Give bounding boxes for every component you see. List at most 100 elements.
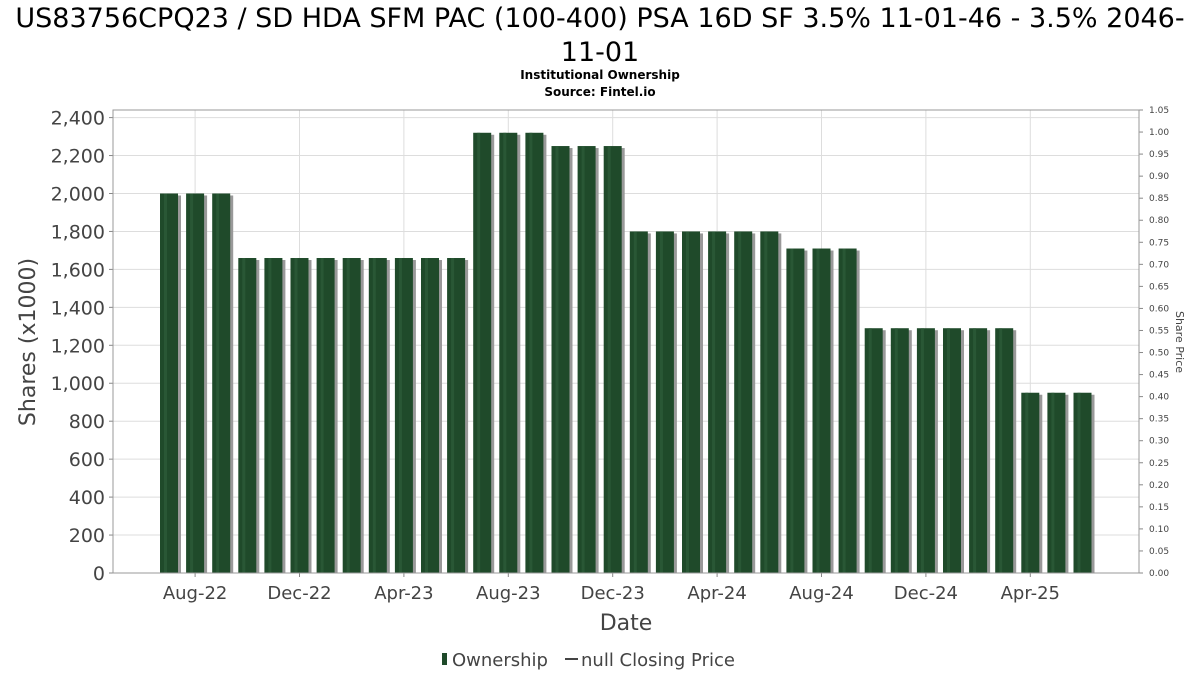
y2-tick-label: 0.90 [1149,172,1169,182]
bar-Nov-22 [264,258,283,573]
bar-Jun-25 [1073,392,1092,573]
legend-ownership-label: Ownership [452,650,548,671]
bar-highlight [294,258,298,573]
y2-tick-label: 0.60 [1149,304,1169,314]
bar-Jul-22 [160,193,178,573]
y-tick-label: 1,000 [51,373,105,395]
y2-tick-label: 0.00 [1149,569,1169,579]
bar-highlight [346,258,350,573]
y2-tick-label: 0.45 [1149,371,1169,381]
legend-price-label: null Closing Price [581,650,735,671]
y-axis-label: Shares (x1000) [16,258,41,426]
bar-highlight [738,231,742,573]
bar-Mar-25 [995,328,1014,573]
bar-highlight [268,258,272,573]
y-tick-label: 0 [93,563,105,585]
bar-highlight [320,258,324,573]
x-tick-label: Dec-22 [267,583,331,604]
bar-highlight [216,193,220,573]
bar-Feb-23 [342,258,361,573]
bar-Nov-23 [577,146,596,573]
bar-highlight [790,248,794,573]
bar-highlight [503,132,507,573]
legend-ownership-swatch [442,653,447,665]
bar-May-24 [734,231,753,573]
y2-tick-label: 0.20 [1149,481,1169,491]
bar-highlight [242,258,246,573]
y2-tick-label: 0.75 [1149,238,1169,248]
y-tick-label: 1,600 [51,259,105,281]
y2-tick-label: 0.05 [1149,547,1169,557]
y-tick-label: 200 [69,525,105,547]
bar-highlight [712,231,716,573]
legend: Ownership null Closing Price [442,650,735,671]
y2-tick-label: 0.50 [1149,349,1169,359]
bar-Jun-24 [760,231,779,573]
y2-tick-label: 0.35 [1149,415,1169,425]
bar-Jun-23 [447,258,466,573]
bar-highlight [190,193,194,573]
y2-tick-label: 0.70 [1149,260,1169,270]
bar-Feb-24 [655,231,674,573]
x-tick-label: Aug-24 [789,583,854,604]
bar-Apr-24 [708,231,727,573]
bar-Jan-23 [316,258,335,573]
bar-highlight [920,328,924,573]
bar-Jul-23 [473,132,492,573]
bar-Sep-22 [212,193,231,573]
bar-highlight [659,231,663,573]
bar-highlight [633,231,637,573]
y-tick-label: 400 [69,487,105,509]
bar-highlight [555,146,559,573]
bar-Aug-23 [499,132,518,573]
y2-tick-label: 0.55 [1149,326,1169,336]
bar-Apr-23 [394,258,413,573]
y2-tick-label: 0.15 [1149,503,1169,513]
y2-tick-label: 0.95 [1149,150,1169,160]
y2-tick-label: 1.05 [1149,106,1169,116]
bar-Dec-22 [290,258,309,573]
bar-highlight [868,328,872,573]
bar-highlight [999,328,1003,573]
y2-tick-label: 0.10 [1149,525,1169,535]
bar-highlight [1025,392,1029,573]
y-tick-label: 2,400 [51,108,105,130]
bar-highlight [842,248,846,573]
bar-Aug-24 [812,248,831,573]
x-tick-label: Aug-23 [476,583,541,604]
y-tick-label: 800 [69,411,105,433]
bar-Mar-23 [368,258,387,573]
bar-highlight [477,132,481,573]
bar-Nov-24 [890,328,909,573]
x-tick-label: Apr-23 [374,583,433,604]
y2-tick-label: 0.65 [1149,282,1169,292]
y2-tick-label: 0.30 [1149,437,1169,447]
y2-tick-label: 0.25 [1149,459,1169,469]
y2-tick-label: 0.85 [1149,194,1169,204]
y2-tick-label: 1.00 [1149,128,1169,138]
x-tick-label: Aug-22 [163,583,228,604]
x-tick-label: Apr-25 [1001,583,1060,604]
bar-Oct-24 [864,328,883,573]
bar-May-23 [421,258,439,573]
y-tick-label: 2,000 [51,183,105,205]
x-tick-label: Apr-24 [687,583,746,604]
bar-Feb-25 [969,328,988,573]
bar-highlight [764,231,768,573]
chart-subtitle: Institutional Ownership [520,68,680,82]
bar-highlight [529,132,533,573]
bar-highlight [398,258,402,573]
bar-highlight [1051,392,1055,573]
bar-highlight [973,328,977,573]
bar-highlight [607,146,611,573]
y2-axis-label: Share Price [1173,311,1186,373]
bar-May-25 [1047,392,1066,573]
bar-highlight [164,193,167,573]
bar-Apr-25 [1021,392,1040,573]
x-tick-label: Dec-23 [581,583,645,604]
bar-Oct-22 [238,258,257,573]
bar-highlight [581,146,585,573]
x-axis-label: Date [600,611,653,636]
bar-Mar-24 [682,231,700,573]
